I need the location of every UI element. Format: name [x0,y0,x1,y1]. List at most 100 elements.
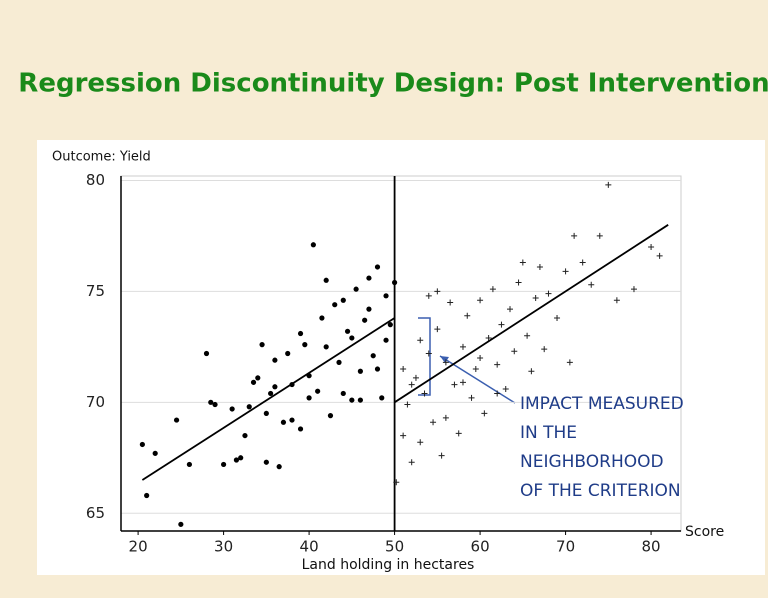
plus-point [498,321,505,328]
plus-point [468,394,475,401]
dot-point [203,350,210,357]
dot-point [362,317,368,323]
dot-point [263,459,269,465]
dot-point [366,306,372,312]
dot-point [387,322,393,328]
dot-point [208,399,214,405]
x-tick-label: 70 [556,538,575,556]
plus-point [656,252,663,259]
slide-title: Regression Discontinuity Design: Post In… [18,69,768,99]
plus-point [438,452,445,459]
dot-point [340,390,346,397]
plus-point [596,232,603,239]
dot-point [186,461,192,468]
x-axis-label: Score [685,524,724,540]
dot-point [297,330,304,337]
plus-point [519,259,526,266]
dot-point [268,390,274,397]
dot-point [276,464,282,470]
dot-point [391,279,398,286]
dot-point [327,413,334,419]
plus-point [425,292,432,299]
dot-point [280,419,287,425]
dot-point [374,366,381,372]
dot-point [383,337,389,343]
dot-point [319,315,325,321]
plus-point [459,379,466,386]
dot-point [357,397,363,403]
arrow-head [440,356,449,363]
x-tick-label: 20 [129,538,148,556]
dot-point [336,359,342,365]
plus-point [442,414,449,421]
dot-point [383,293,389,299]
dot-point [285,350,291,357]
dot-point [229,406,235,412]
dot-point [310,242,316,248]
plus-point [536,263,543,270]
dot-point [263,410,269,417]
plus-point [472,366,479,373]
x-tick-label: 40 [300,538,319,556]
plus-point [481,410,488,417]
plus-point [393,479,400,486]
plus-point [455,430,462,437]
plus-point [524,332,531,339]
plus-point [494,390,501,397]
plus-point [648,244,655,250]
annotation-text: OF THE CRITERION [520,481,681,501]
plus-point [417,439,424,446]
plus-point [532,295,539,302]
plus-point [434,288,441,295]
dot-point [255,375,261,381]
plus-point [442,359,449,366]
plus-point [511,348,518,355]
plus-point [541,346,548,353]
plus-point [613,297,620,304]
plus-point [434,326,441,333]
y-tick-label: 65 [86,504,105,522]
dot-point [139,441,145,448]
dot-point [353,286,359,292]
plus-point [404,401,411,408]
dot-point [344,328,351,334]
plus-point [630,286,637,293]
plus-point [464,312,471,319]
plus-point [605,181,612,188]
x-tick-label: 50 [385,538,404,556]
x-tick-label: 60 [471,538,490,556]
bracket [418,317,431,396]
dot-point [349,397,355,403]
dot-point [340,297,346,303]
plus-point [528,368,535,375]
dot-point [366,275,372,281]
plus-point [477,297,484,304]
dot-point [315,388,321,394]
plus-point [588,281,595,288]
dot-point [349,335,355,341]
annotation-text: NEIGHBORHOOD [520,452,664,472]
annotation-text: IMPACT MEASURED [520,394,684,414]
plus-point [451,381,458,388]
plus-point [412,374,419,381]
y-axis-label: Outcome: Yield [52,150,151,165]
dot-point [220,461,227,468]
plus-point [515,279,522,286]
plus-point [408,459,415,466]
plus-point [566,359,573,366]
plus-point [502,386,509,392]
dot-point [370,353,376,359]
x-caption: Land holding in hectares [302,557,475,573]
plus-point [459,343,466,350]
dot-point [297,426,304,432]
plus-point [507,306,514,313]
plus-point [494,361,501,368]
plus-point [579,259,586,266]
plus-point [485,334,492,341]
dot-point [238,455,244,461]
plus-point [545,290,552,297]
plus-point [400,366,407,373]
plus-point [554,315,561,321]
plus-point [400,432,407,439]
